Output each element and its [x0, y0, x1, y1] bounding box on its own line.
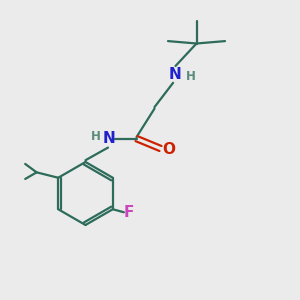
Text: N: N: [169, 67, 182, 82]
Text: H: H: [91, 130, 100, 143]
Text: H: H: [186, 70, 195, 83]
Text: F: F: [124, 205, 134, 220]
Text: N: N: [103, 131, 116, 146]
Text: O: O: [162, 142, 176, 157]
